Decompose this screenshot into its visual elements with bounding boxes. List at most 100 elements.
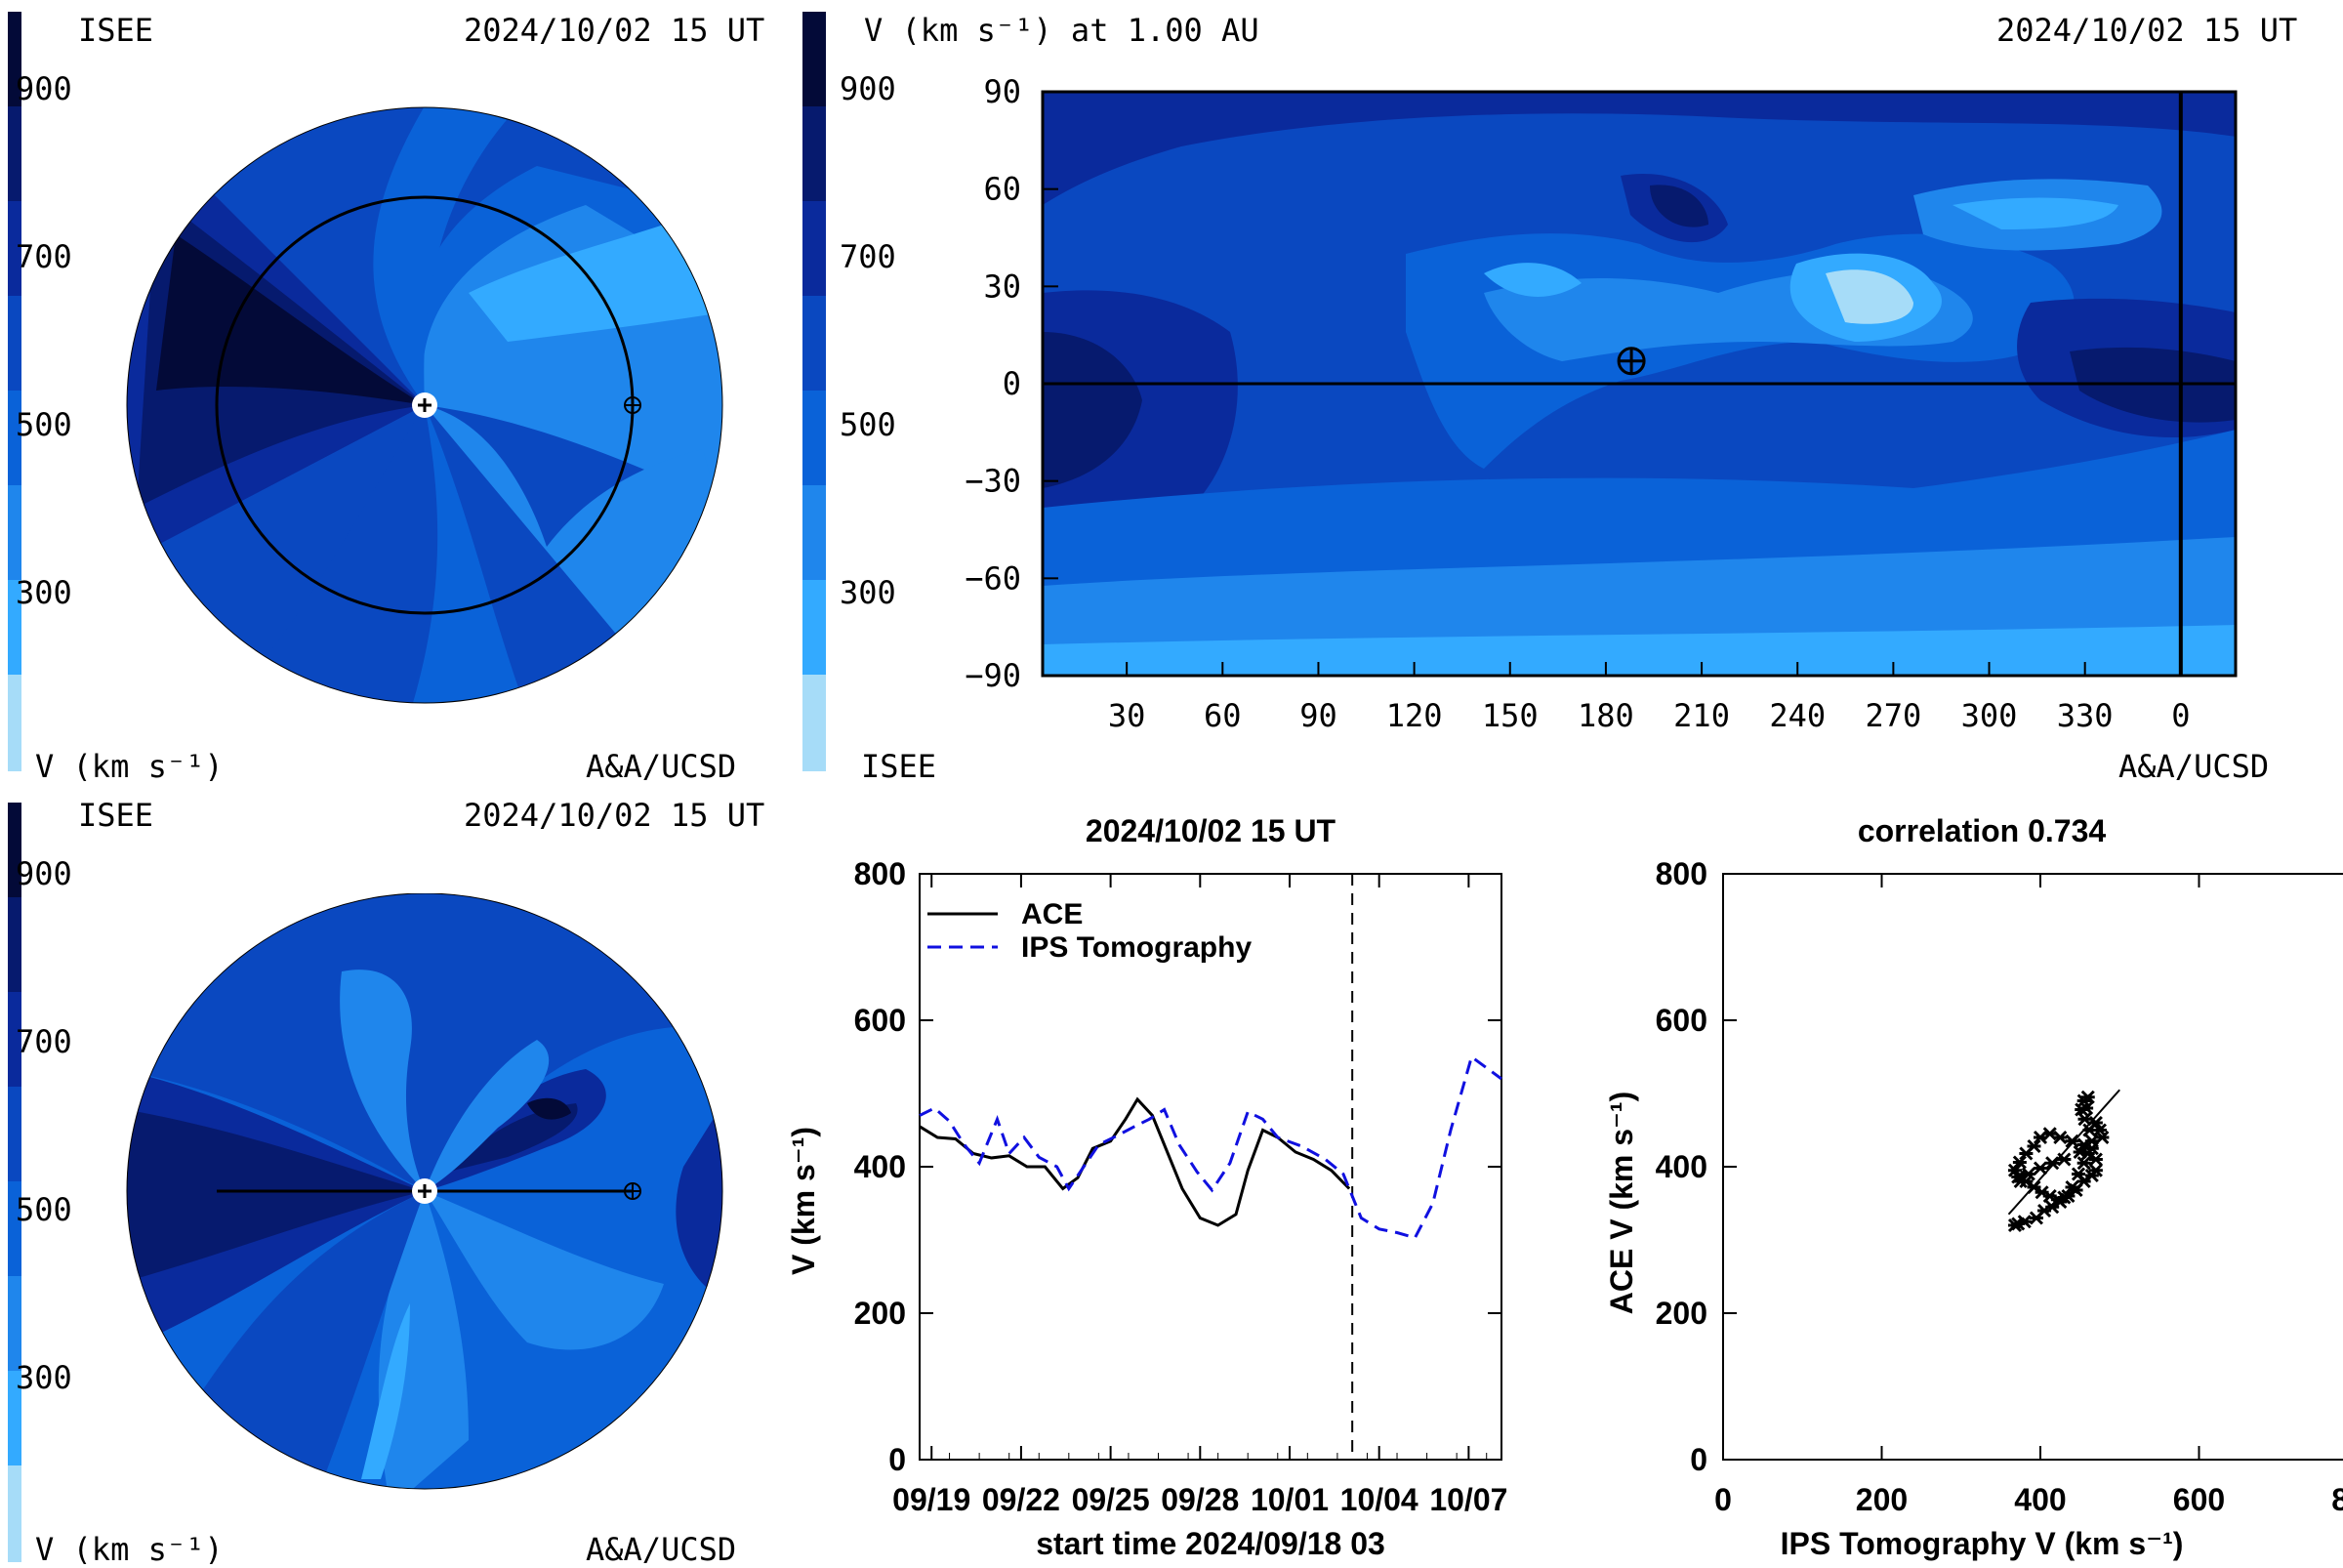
series-ace-line bbox=[919, 1096, 1351, 1227]
colorbar-segment bbox=[802, 675, 826, 771]
y-tick-label: 30 bbox=[983, 268, 1021, 305]
scatter-point bbox=[2033, 1161, 2048, 1176]
scatter-point bbox=[2057, 1190, 2072, 1205]
y-tick-label: 200 bbox=[854, 1296, 906, 1331]
x-tick-label: 10/01 bbox=[1251, 1482, 1329, 1517]
colorbar-segment bbox=[8, 803, 21, 897]
plot-frame bbox=[1722, 873, 2343, 1461]
x-tick-label: 0 bbox=[2171, 697, 2190, 734]
colorbar-segment bbox=[802, 391, 826, 485]
y-tick-label: −30 bbox=[965, 463, 1021, 500]
legend: ACE IPS Tomography bbox=[927, 898, 1252, 964]
panel-title: V (km s⁻¹) at 1.00 AU bbox=[864, 12, 1259, 49]
x-tick-label: 240 bbox=[1769, 697, 1826, 734]
colorbar-tick-900: 900 bbox=[16, 855, 72, 892]
x-tick-label: 210 bbox=[1673, 697, 1730, 734]
colorbar-segment bbox=[8, 1181, 21, 1276]
colorbar-unit: V (km s⁻¹) bbox=[35, 748, 224, 785]
y-tick-label: 600 bbox=[854, 1003, 906, 1038]
colorbar-segment bbox=[802, 485, 826, 580]
colorbar-tick-300: 300 bbox=[16, 574, 72, 611]
chart-title: correlation 0.734 bbox=[1858, 813, 2107, 848]
x-tick-label: 0 bbox=[1714, 1482, 1732, 1517]
colorbar-unit: V (km s⁻¹) bbox=[35, 1531, 224, 1568]
colorbar-segment bbox=[8, 391, 21, 485]
correlation-scatter: correlation 0.734 IPS Tomography V (km s… bbox=[1604, 813, 2343, 1561]
x-tick-label: 300 bbox=[1961, 697, 2018, 734]
series-ips-line bbox=[919, 1054, 1502, 1240]
x-tick-label: 90 bbox=[1299, 697, 1337, 734]
x-tick-label: 09/19 bbox=[892, 1482, 970, 1517]
colorbar-segment bbox=[802, 106, 826, 201]
panel-time: 2024/10/02 15 UT bbox=[464, 12, 765, 49]
colorbar-segment bbox=[8, 485, 21, 580]
y-tick-label: 0 bbox=[1690, 1442, 1707, 1477]
panel-org: ISEE bbox=[78, 12, 154, 49]
colorbar-segment bbox=[8, 296, 21, 391]
colorbar-segment bbox=[8, 1371, 21, 1465]
y-tick-label: 90 bbox=[983, 78, 1021, 110]
colorbar-segment bbox=[8, 1465, 21, 1562]
y-tick-label: 800 bbox=[854, 856, 906, 891]
scatter-point bbox=[2045, 1156, 2060, 1171]
colorbar-tick-700: 700 bbox=[16, 238, 72, 275]
solar-wind-map-ecliptic bbox=[126, 106, 723, 704]
colorbar-segment bbox=[802, 580, 826, 675]
scatter-point bbox=[2080, 1090, 2095, 1104]
colorbar-tick-900: 900 bbox=[16, 70, 72, 107]
earth-icon bbox=[624, 1182, 641, 1200]
scatter-point bbox=[2033, 1130, 2048, 1145]
y-tick-label: 600 bbox=[1656, 1003, 1707, 1038]
scatter-point bbox=[2071, 1167, 2086, 1181]
panel-org: ISEE bbox=[78, 797, 154, 834]
fit-line bbox=[2007, 1089, 2120, 1216]
x-tick-label: 10/04 bbox=[1340, 1482, 1418, 1517]
x-tick-label: 09/28 bbox=[1161, 1482, 1239, 1517]
colorbar-segment bbox=[802, 12, 826, 106]
y-tick-label: 200 bbox=[1656, 1296, 1707, 1331]
panel-time: 2024/10/02 15 UT bbox=[464, 797, 765, 834]
earth-icon bbox=[624, 396, 641, 414]
colorbar-segment bbox=[8, 675, 21, 771]
colorbar-tick-700: 700 bbox=[840, 238, 896, 275]
x-tick-label: 200 bbox=[1856, 1482, 1908, 1517]
x-tick-label: 400 bbox=[2014, 1482, 2066, 1517]
scatter-point bbox=[2088, 1152, 2103, 1167]
y-axis-label: ACE V (km s⁻¹) bbox=[1604, 1092, 1639, 1314]
colorbar-tick-500: 500 bbox=[16, 406, 72, 443]
x-tick-label: 10/07 bbox=[1429, 1482, 1507, 1517]
x-axis-label: IPS Tomography V (km s⁻¹) bbox=[1781, 1526, 2184, 1561]
colorbar-tick-500: 500 bbox=[16, 1191, 72, 1228]
panel-time: 2024/10/02 15 UT bbox=[1996, 12, 2298, 49]
colorbar-segment bbox=[8, 992, 21, 1087]
colorbar-segment bbox=[802, 296, 826, 391]
y-tick-label: 0 bbox=[1003, 365, 1021, 402]
y-tick-label: −60 bbox=[965, 559, 1021, 597]
colorbar-tick-700: 700 bbox=[16, 1023, 72, 1060]
scatter-point bbox=[2073, 1144, 2087, 1160]
y-tick-label: 400 bbox=[854, 1149, 906, 1184]
x-tick-label: 180 bbox=[1578, 697, 1634, 734]
scatter-point bbox=[2076, 1156, 2091, 1171]
x-tick-label: 120 bbox=[1386, 697, 1443, 734]
earth-icon bbox=[1617, 347, 1646, 376]
legend-ips-label: IPS Tomography bbox=[1021, 931, 1252, 964]
x-axis-label: start time 2024/09/18 03 bbox=[1036, 1526, 1385, 1561]
y-tick-label: 0 bbox=[888, 1442, 906, 1477]
y-tick-label: 60 bbox=[983, 171, 1021, 208]
x-tick-label: 800 bbox=[2331, 1482, 2343, 1517]
scatter-point bbox=[2017, 1215, 2032, 1229]
x-tick-label: 330 bbox=[2057, 697, 2114, 734]
time-series-chart: 2024/10/02 15 UT start time 2024/09/18 0… bbox=[786, 813, 1507, 1561]
colorbar-top-left bbox=[8, 12, 21, 771]
scatter-point bbox=[2088, 1163, 2103, 1177]
colorbar-segment bbox=[8, 12, 21, 106]
colorbar-segment bbox=[8, 897, 21, 992]
scatter-point bbox=[2019, 1146, 2034, 1161]
x-tick-label: 30 bbox=[1108, 697, 1146, 734]
panel-org: ISEE bbox=[861, 748, 937, 785]
scatter-point bbox=[2095, 1130, 2110, 1145]
solar-wind-map-meridional bbox=[126, 893, 723, 1490]
x-tick-label: 270 bbox=[1865, 697, 1921, 734]
